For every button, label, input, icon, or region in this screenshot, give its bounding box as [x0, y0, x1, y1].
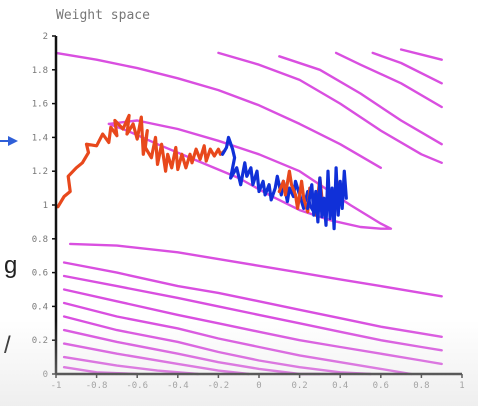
axes — [54, 36, 462, 376]
trajectory-line — [56, 113, 227, 209]
side-text-fragment: / — [4, 332, 11, 359]
contour-line — [399, 48, 443, 61]
y-tick-label: 1 — [43, 201, 48, 211]
x-tick-label: 0.8 — [413, 381, 429, 391]
x-tick-label: -1 — [51, 381, 62, 391]
chart-title: Weight space — [56, 8, 150, 23]
contour-line — [107, 119, 393, 230]
y-tick-label: 1.4 — [32, 133, 48, 143]
y-tick-label: 0.6 — [32, 269, 48, 279]
contour-line — [217, 51, 443, 164]
x-tick-label: 1 — [459, 381, 464, 391]
trajectory-line — [220, 135, 318, 214]
y-tick-label: 0.4 — [32, 302, 48, 312]
x-tick-label: -0.2 — [208, 381, 230, 391]
contour-line — [278, 55, 443, 146]
y-tick-label: 0 — [43, 370, 48, 380]
x-tick-label: -0.4 — [167, 381, 189, 391]
y-tick-label: 0.2 — [32, 336, 48, 346]
contour-line — [62, 301, 413, 376]
y-tick-label: 1.2 — [32, 167, 48, 177]
x-tick-label: -0.8 — [86, 381, 108, 391]
x-tick-label: 0.6 — [373, 381, 389, 391]
trajectory-series — [56, 113, 348, 231]
contour-line — [371, 51, 443, 85]
side-text-fragment: g — [4, 252, 18, 279]
contour-lines — [54, 48, 443, 376]
x-tick-label: -0.6 — [126, 381, 148, 391]
contour-line — [334, 51, 443, 109]
y-tick-label: 0.8 — [32, 235, 48, 245]
x-tick-label: 0 — [256, 381, 261, 391]
y-tick-label: 1.6 — [32, 100, 48, 110]
x-tick-label: 0.4 — [332, 381, 348, 391]
y-tick-label: 1.8 — [32, 66, 48, 76]
trajectory-line — [306, 166, 348, 231]
contour-line — [69, 242, 443, 298]
contour-line — [62, 261, 443, 338]
x-tick-label: 0.2 — [291, 381, 307, 391]
arrow-icon — [0, 136, 18, 146]
y-tick-label: 2 — [43, 32, 48, 42]
contour-line — [54, 51, 382, 169]
arrow-head — [8, 136, 18, 146]
